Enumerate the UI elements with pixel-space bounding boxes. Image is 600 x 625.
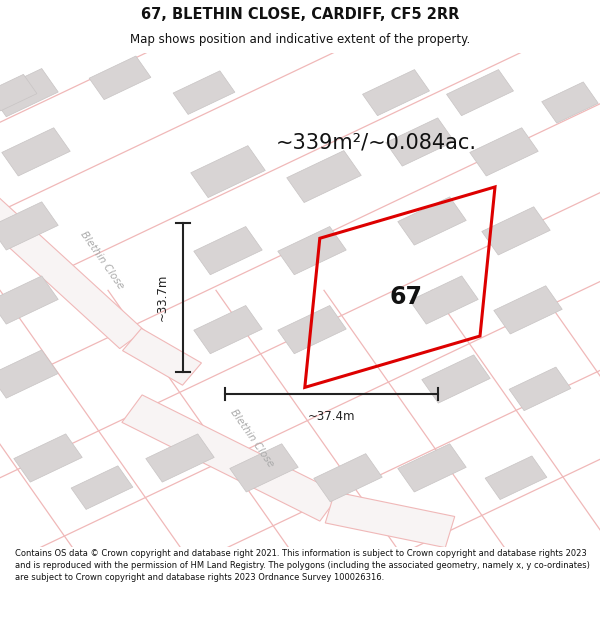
Text: Map shows position and indicative extent of the property.: Map shows position and indicative extent… [130,33,470,46]
Polygon shape [287,151,361,202]
Text: Blethin Close: Blethin Close [229,408,275,469]
Polygon shape [173,71,235,114]
Polygon shape [0,69,58,117]
Polygon shape [398,444,466,492]
Polygon shape [71,466,133,509]
Polygon shape [0,350,58,398]
Polygon shape [146,434,214,482]
Polygon shape [278,306,346,354]
Polygon shape [410,276,478,324]
Polygon shape [122,395,340,521]
Polygon shape [362,69,430,116]
Text: 67: 67 [389,285,422,309]
Polygon shape [485,456,547,499]
Polygon shape [325,492,455,548]
Polygon shape [0,74,37,111]
Polygon shape [446,69,514,116]
Polygon shape [14,434,82,482]
Polygon shape [314,454,382,502]
Polygon shape [2,127,70,176]
Polygon shape [422,355,490,403]
Text: ~33.7m: ~33.7m [155,274,169,321]
Polygon shape [398,197,466,245]
Polygon shape [191,146,265,198]
Text: Contains OS data © Crown copyright and database right 2021. This information is : Contains OS data © Crown copyright and d… [15,549,590,582]
Polygon shape [482,207,550,255]
Polygon shape [122,328,202,385]
Polygon shape [0,182,144,349]
Polygon shape [509,367,571,411]
Polygon shape [194,226,262,275]
Polygon shape [386,118,454,166]
Text: ~339m²/~0.084ac.: ~339m²/~0.084ac. [276,132,477,152]
Polygon shape [194,306,262,354]
Polygon shape [89,56,151,99]
Text: Blethin Close: Blethin Close [79,230,125,291]
Polygon shape [470,127,538,176]
Text: ~37.4m: ~37.4m [308,409,355,422]
Polygon shape [0,202,58,250]
Polygon shape [494,286,562,334]
Polygon shape [0,276,58,324]
Polygon shape [230,444,298,492]
Polygon shape [542,82,598,123]
Text: 67, BLETHIN CLOSE, CARDIFF, CF5 2RR: 67, BLETHIN CLOSE, CARDIFF, CF5 2RR [141,8,459,22]
Polygon shape [278,226,346,275]
